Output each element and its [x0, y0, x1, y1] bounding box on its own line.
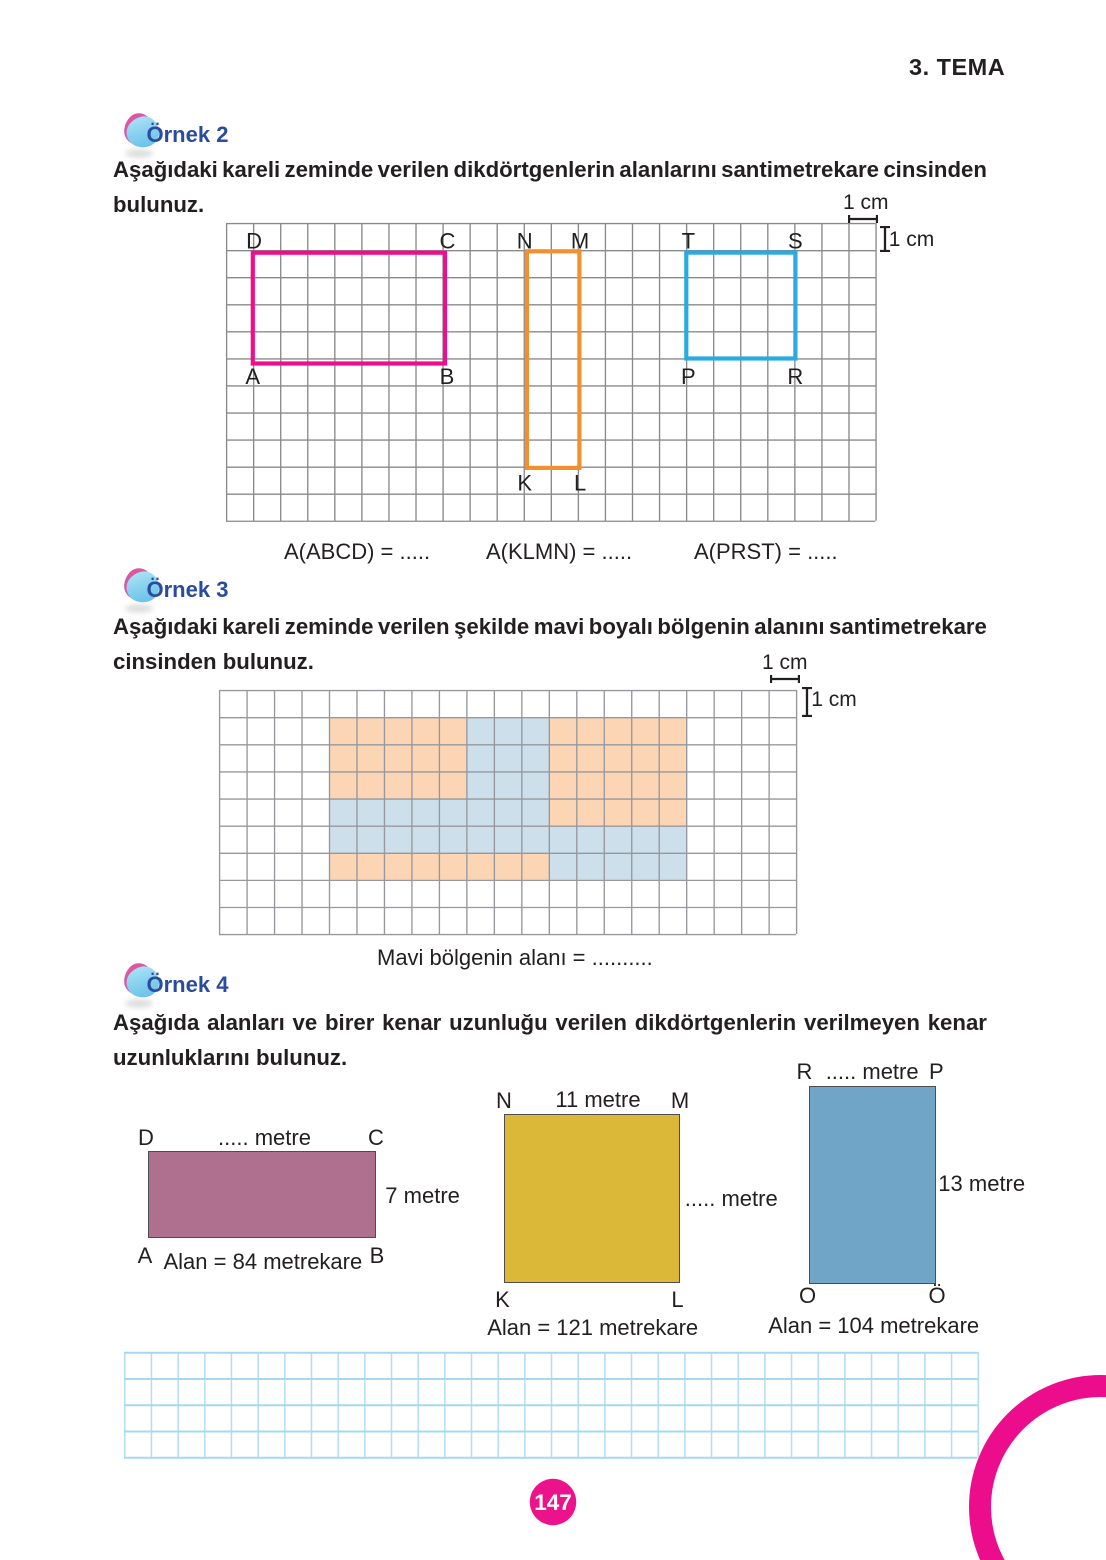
svg-text:A: A [245, 364, 260, 389]
svg-text:D: D [246, 229, 262, 254]
svg-text:K: K [517, 471, 532, 496]
svg-text:L: L [574, 471, 586, 496]
svg-text:C: C [440, 229, 456, 254]
svg-text:R: R [787, 364, 803, 389]
svg-text:S: S [788, 229, 803, 254]
svg-text:P: P [681, 364, 696, 389]
svg-text:N: N [517, 229, 533, 254]
svg-text:B: B [440, 364, 455, 389]
svg-text:M: M [571, 229, 589, 254]
svg-text:T: T [682, 229, 695, 254]
svg-text:147: 147 [534, 1490, 572, 1515]
